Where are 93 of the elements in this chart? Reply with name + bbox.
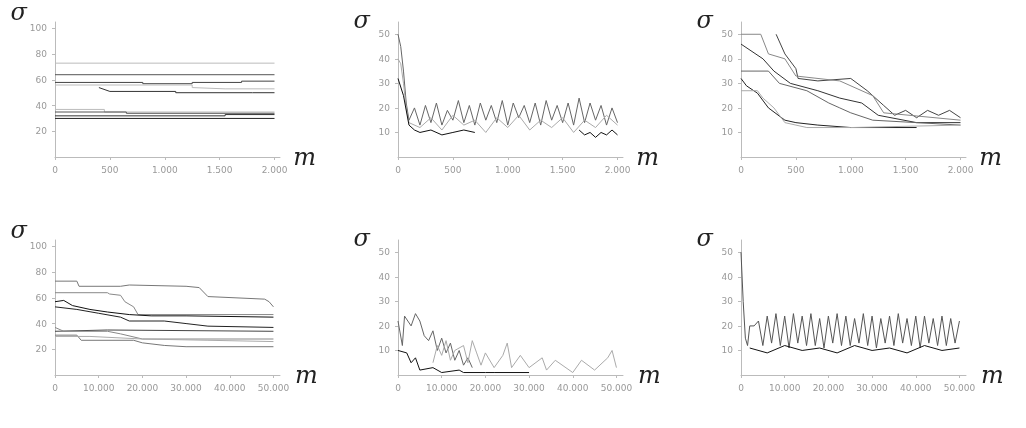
y-tick-label: 40 <box>378 271 391 282</box>
line-series <box>432 340 617 374</box>
y-tick-label: 80 <box>35 267 48 278</box>
y-tick-label: 30 <box>721 78 734 89</box>
y-tick-label: 20 <box>378 102 391 113</box>
x-tick-label: 500 <box>444 164 462 175</box>
y-axis-title: σ <box>353 224 371 252</box>
x-tick-label: 500 <box>101 164 119 175</box>
line-series <box>740 90 962 129</box>
x-tick-label: 1.000 <box>837 164 864 175</box>
x-tick-label: 0 <box>395 164 402 175</box>
y-tick-label: 40 <box>35 100 48 111</box>
x-tick-label: 20.000 <box>812 382 845 393</box>
y-tick-label: 50 <box>721 247 734 258</box>
x-tick-label: 10.000 <box>425 382 458 393</box>
x-axis-title: m <box>981 361 1004 389</box>
y-axis-title: σ <box>696 6 714 34</box>
x-axis-title: m <box>638 361 661 389</box>
y-tick-label: 60 <box>35 292 48 303</box>
line-series <box>397 313 473 369</box>
x-tick-label: 500 <box>787 164 805 175</box>
x-tick-label: 30.000 <box>856 382 889 393</box>
y-tick-label: 30 <box>378 78 391 89</box>
y-tick-label: 20 <box>378 320 391 331</box>
line-series <box>397 77 476 136</box>
x-tick-label: 1.000 <box>494 164 521 175</box>
y-tick-label: 40 <box>721 271 734 282</box>
line-series <box>578 129 619 138</box>
line-series <box>740 70 962 126</box>
x-tick-label: 2.000 <box>604 164 631 175</box>
line-series <box>397 33 619 126</box>
y-tick-label: 20 <box>35 344 48 355</box>
x-axis-title: m <box>636 143 660 171</box>
y-tick-label: 40 <box>721 53 734 64</box>
y-tick-label: 30 <box>721 296 734 307</box>
x-tick-label: 1.500 <box>206 164 233 175</box>
y-axis-title: σ <box>10 216 28 245</box>
line-series <box>54 326 274 340</box>
line-series <box>54 280 274 308</box>
x-tick-label: 0 <box>52 164 59 175</box>
y-tick-label: 50 <box>378 247 391 258</box>
x-tick-label: 0 <box>738 382 745 393</box>
x-tick-label: 1.500 <box>549 164 576 175</box>
x-tick-label: 40.000 <box>557 382 589 393</box>
x-tick-label: 20.000 <box>126 382 159 393</box>
x-tick-label: 10.000 <box>768 382 801 393</box>
line-series <box>54 306 274 328</box>
x-tick-label: 30.000 <box>513 382 546 393</box>
y-axis-title: σ <box>696 224 714 252</box>
y-tick-label: 10 <box>721 345 734 356</box>
y-tick-label: 50 <box>378 29 391 40</box>
x-tick-label: 1.500 <box>892 164 919 175</box>
x-tick-label: 50.000 <box>943 382 976 393</box>
y-tick-label: 20 <box>35 126 48 137</box>
line-series <box>54 334 274 348</box>
y-tick-label: 40 <box>35 318 48 329</box>
line-series <box>740 251 960 349</box>
x-axis-title: m <box>295 361 318 389</box>
y-tick-label: 10 <box>378 127 391 138</box>
x-tick-label: 40.000 <box>900 382 932 393</box>
y-tick-label: 30 <box>378 296 391 307</box>
y-tick-label: 80 <box>35 49 48 60</box>
x-tick-label: 2.000 <box>261 164 288 175</box>
x-tick-label: 0 <box>738 164 745 175</box>
x-tick-label: 0 <box>395 382 402 393</box>
y-axis-title: σ <box>353 6 371 34</box>
x-axis-title: m <box>293 143 317 171</box>
y-tick-label: 100 <box>29 241 48 252</box>
y-tick-label: 100 <box>29 23 48 34</box>
x-tick-label: 50.000 <box>257 382 290 393</box>
x-axis-title: m <box>979 143 1003 171</box>
x-tick-label: 1.000 <box>151 164 178 175</box>
x-tick-label: 20.000 <box>469 382 502 393</box>
line-series <box>775 33 962 119</box>
x-tick-label: 30.000 <box>170 382 203 393</box>
y-tick-label: 20 <box>721 320 734 331</box>
x-tick-label: 2.000 <box>947 164 974 175</box>
line-series <box>54 292 274 316</box>
x-tick-label: 40.000 <box>214 382 246 393</box>
y-tick-label: 10 <box>721 127 734 138</box>
line-series <box>397 58 619 133</box>
y-tick-label: 10 <box>378 345 391 356</box>
x-tick-label: 10.000 <box>82 382 115 393</box>
line-series <box>54 299 274 318</box>
line-series <box>749 345 960 354</box>
line-series <box>397 349 530 374</box>
x-tick-label: 0 <box>52 382 59 393</box>
y-tick-label: 60 <box>35 74 48 85</box>
y-axis-title: σ <box>10 0 28 27</box>
y-tick-label: 20 <box>721 102 734 113</box>
y-tick-label: 40 <box>378 53 391 64</box>
x-tick-label: 50.000 <box>600 382 633 393</box>
y-tick-label: 50 <box>721 29 734 40</box>
